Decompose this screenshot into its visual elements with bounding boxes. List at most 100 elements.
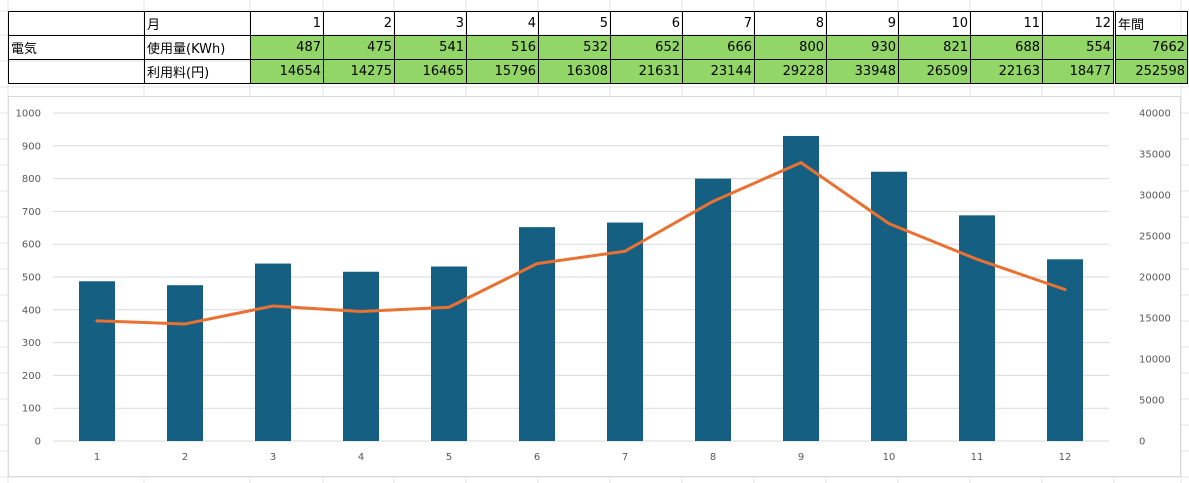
y-tick-label: 800 xyxy=(22,174,41,185)
y-tick-label: 0 xyxy=(35,437,41,448)
value-cell[interactable]: 33948 xyxy=(826,59,899,84)
value-cell[interactable]: 821 xyxy=(898,35,971,60)
y2-tick-label: 25000 xyxy=(1139,232,1171,243)
header-label-cell[interactable]: 月 xyxy=(144,11,251,36)
value-cell[interactable]: 554 xyxy=(1042,35,1115,60)
x-tick-label: 12 xyxy=(1059,452,1072,463)
bar xyxy=(431,266,467,441)
x-tick-label: 10 xyxy=(883,452,896,463)
month-header-cell[interactable]: 9 xyxy=(826,11,899,36)
value-cell[interactable]: 14275 xyxy=(323,59,395,84)
value-cell[interactable]: 930 xyxy=(826,35,899,60)
value-cell[interactable]: 22163 xyxy=(970,59,1043,84)
month-header-cell[interactable]: 1 xyxy=(250,11,324,36)
y2-tick-label: 35000 xyxy=(1139,150,1171,161)
month-header-cell[interactable]: 2 xyxy=(323,11,395,36)
y2-tick-label: 10000 xyxy=(1139,355,1171,366)
value-cell[interactable]: 541 xyxy=(394,35,467,60)
y-tick-label: 600 xyxy=(22,240,41,251)
value-cell[interactable]: 688 xyxy=(970,35,1043,60)
line-point xyxy=(711,199,715,203)
x-tick-label: 6 xyxy=(534,452,540,463)
line-point xyxy=(623,249,627,253)
value-cell[interactable]: 516 xyxy=(466,35,539,60)
value-cell[interactable]: 26509 xyxy=(898,59,971,84)
bar xyxy=(871,171,907,441)
line-point xyxy=(975,257,979,261)
bar xyxy=(255,263,291,441)
line-point xyxy=(359,309,363,313)
x-tick-label: 9 xyxy=(798,452,804,463)
month-header-cell[interactable]: 8 xyxy=(754,11,827,36)
y-tick-label: 300 xyxy=(22,338,41,349)
value-cell[interactable]: 29228 xyxy=(754,59,827,84)
value-cell[interactable]: 16465 xyxy=(394,59,467,84)
value-cell[interactable]: 652 xyxy=(610,35,683,60)
x-tick-label: 8 xyxy=(710,452,716,463)
line-point xyxy=(447,305,451,309)
total-cell[interactable]: 252598 xyxy=(1113,59,1188,84)
row-label-cell[interactable]: 使用量(KWh) xyxy=(144,35,251,60)
cost-line xyxy=(95,161,1067,326)
x-tick-label: 11 xyxy=(971,452,984,463)
line-point xyxy=(535,262,539,266)
value-cell[interactable]: 18477 xyxy=(1042,59,1115,84)
value-cell[interactable]: 14654 xyxy=(250,59,324,84)
group-cell[interactable]: 電気 xyxy=(8,35,145,60)
bar xyxy=(959,215,995,441)
line-point xyxy=(95,319,99,323)
value-cell[interactable]: 23144 xyxy=(682,59,755,84)
total-cell[interactable]: 7662 xyxy=(1113,35,1188,60)
x-tick-label: 4 xyxy=(358,452,364,463)
group-cell[interactable] xyxy=(8,59,145,84)
x-tick-label: 2 xyxy=(182,452,188,463)
value-cell[interactable]: 487 xyxy=(250,35,324,60)
data-table: 月 1 2 3 4 5 6 7 8 9 10 11 12 年間 電気 使用量(KWh) 487 475 541 516… xyxy=(8,11,1188,84)
month-header-cell[interactable]: 11 xyxy=(970,11,1043,36)
bar xyxy=(343,271,379,441)
table-row: 利用料(円) 14654 14275 16465 15796 16308 21631 2314… xyxy=(8,59,1188,84)
y-tick-label: 400 xyxy=(22,305,41,316)
y-tick-label: 700 xyxy=(22,207,41,218)
line-point xyxy=(799,161,803,165)
chart-frame[interactable]: 0 100 200 300 400 500 600 700 800 900 1000 0 5000 100… xyxy=(8,96,1181,477)
y-tick-label: 200 xyxy=(22,371,41,382)
value-cell[interactable]: 800 xyxy=(754,35,827,60)
total-header-cell[interactable]: 年間 xyxy=(1113,11,1188,36)
value-cell[interactable]: 21631 xyxy=(610,59,683,84)
y2-tick-label: 40000 xyxy=(1139,109,1171,120)
y2-tick-label: 20000 xyxy=(1139,273,1171,284)
value-cell[interactable]: 16308 xyxy=(538,59,611,84)
x-tick-label: 1 xyxy=(94,452,100,463)
y2-tick-label: 0 xyxy=(1139,437,1145,448)
line-point xyxy=(887,222,891,226)
month-header-cell[interactable]: 3 xyxy=(394,11,467,36)
x-tick-label: 3 xyxy=(270,452,276,463)
line-point xyxy=(271,304,275,308)
value-cell[interactable]: 15796 xyxy=(466,59,539,84)
value-cell[interactable]: 532 xyxy=(538,35,611,60)
month-header-cell[interactable]: 6 xyxy=(610,11,683,36)
value-cell[interactable]: 475 xyxy=(323,35,395,60)
x-tick-label: 5 xyxy=(446,452,452,463)
row-label-cell[interactable]: 利用料(円) xyxy=(144,59,251,84)
bar xyxy=(519,227,555,441)
corner-cell[interactable] xyxy=(8,11,145,36)
x-tick-label: 7 xyxy=(622,452,628,463)
y-tick-label: 900 xyxy=(22,141,41,152)
value-cell[interactable]: 666 xyxy=(682,35,755,60)
y2-tick-label: 5000 xyxy=(1139,396,1164,407)
bar xyxy=(607,222,643,441)
y2-tick-label: 30000 xyxy=(1139,191,1171,202)
y-tick-label: 100 xyxy=(22,404,41,415)
bar xyxy=(695,178,731,441)
line-point xyxy=(183,322,187,326)
bar xyxy=(167,285,203,441)
table-row: 電気 使用量(KWh) 487 475 541 516 532 652 666 800 930 821… xyxy=(8,35,1188,60)
month-header-cell[interactable]: 5 xyxy=(538,11,611,36)
bar xyxy=(783,135,819,441)
month-header-cell[interactable]: 7 xyxy=(682,11,755,36)
month-header-cell[interactable]: 10 xyxy=(898,11,971,36)
month-header-cell[interactable]: 12 xyxy=(1042,11,1115,36)
month-header-cell[interactable]: 4 xyxy=(466,11,539,36)
